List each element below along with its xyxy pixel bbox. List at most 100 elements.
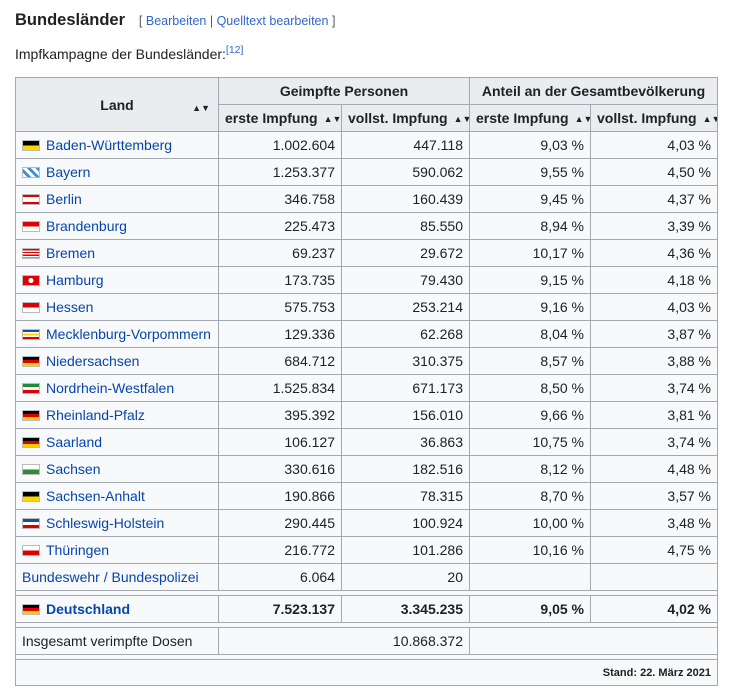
land-cell: Nordrhein-Westfalen [15,374,219,402]
first-dose-cell: 6.064 [218,563,342,591]
flag-de-sl-icon [22,437,40,448]
full-pct-cell: 4,48 % [589,455,719,483]
land-link[interactable]: Sachsen-Anhalt [46,488,145,504]
sort-icon: ▲▼ [192,102,210,113]
table-row: Hessen 575.753 253.214 9,16 % 4,03 % [15,293,719,321]
full-pct-cell: 3,74 % [589,428,719,456]
column-header-land[interactable]: Land ▲▼ [15,77,219,132]
table-body: Baden-Württemberg 1.002.604 447.118 9,03 % 4… [15,131,719,591]
table-row: Niedersachsen 684.712 310.375 8,57 % 3,88 % [15,347,719,375]
first-pct-cell: 9,15 % [469,266,591,294]
first-dose-cell: 129.336 [218,320,342,348]
first-dose-cell: 395.392 [218,401,342,429]
footer-date: Stand: 22. März 2021 [14,659,719,686]
full-dose-cell: 36.863 [341,428,470,456]
sort-icon: ▲▼ [574,113,590,124]
land-cell: Schleswig-Holstein [15,509,219,537]
full-pct-cell: 3,57 % [589,482,719,510]
reference-link[interactable]: [12] [225,44,244,56]
land-cell: Brandenburg [15,212,219,240]
land-link[interactable]: Saarland [46,434,103,450]
full-dose-cell: 101.286 [341,536,470,564]
land-cell: Sachsen [15,455,219,483]
bundespolizei-link[interactable]: Bundespolizei [111,569,199,585]
first-pct-cell: 8,57 % [469,347,591,375]
page: Bundesländer [ Bearbeiten | Quelltext be… [0,0,733,64]
total-full: 3.345.235 [341,595,470,623]
flag-de-bw-icon [22,140,40,151]
land-link[interactable]: Hessen [46,299,94,315]
first-dose-cell: 69.237 [218,239,342,267]
full-pct-cell: 4,37 % [589,185,719,213]
first-pct-cell: 10,75 % [469,428,591,456]
land-link[interactable]: Rheinland-Pfalz [46,407,145,423]
flag-de-by-icon [22,167,40,178]
column-header-erste-impfung[interactable]: erste Impfung ▲▼ [218,104,342,132]
deutschland-link[interactable]: Deutschland [46,601,131,617]
edit-source-link[interactable]: Quelltext bearbeiten [216,14,329,28]
full-dose-cell: 29.672 [341,239,470,267]
land-link[interactable]: Berlin [46,191,82,207]
flag-de-he-icon [22,302,40,313]
land-link[interactable]: Brandenburg [46,218,127,234]
first-pct-cell: 9,45 % [469,185,591,213]
section-heading: Bundesländer [15,11,126,29]
land-cell: Saarland [15,428,219,456]
column-header-vollst-impfung-anteil[interactable]: vollst. Impfung▲▼ [589,104,719,132]
full-pct-cell: 3,74 % [589,374,719,402]
full-dose-cell: 253.214 [341,293,470,321]
flag-de-be-icon [22,194,40,205]
full-pct-cell: 4,03 % [589,293,719,321]
land-cell: Baden-Württemberg [15,131,219,159]
flag-de-ni-icon [22,356,40,367]
full-pct-cell: 4,50 % [589,158,719,186]
column-group-geimpfte-personen: Geimpfte Personen [218,77,470,105]
full-pct-cell: 3,39 % [589,212,719,240]
land-cell: Niedersachsen [15,347,219,375]
column-group-anteil: Anteil an der Gesamtbevölkerung [468,77,719,105]
full-pct-cell [589,563,719,591]
land-link[interactable]: Bayern [46,164,91,180]
land-link[interactable]: Sachsen [46,461,101,477]
edit-link[interactable]: Bearbeiten [145,14,207,28]
land-cell: Hamburg [15,266,219,294]
total-first: 7.523.137 [218,595,342,623]
first-pct-cell: 8,70 % [469,482,591,510]
first-pct-cell: 9,66 % [469,401,591,429]
land-cell: Sachsen-Anhalt [15,482,219,510]
first-pct-cell: 10,16 % [469,536,591,564]
land-link[interactable]: Baden-Württemberg [46,137,173,153]
flag-de-th-icon [22,545,40,556]
land-link[interactable]: Nordrhein-Westfalen [46,380,175,396]
first-dose-cell: 216.772 [218,536,342,564]
table-row: Sachsen-Anhalt 190.866 78.315 8,70 % 3,57 % [15,482,719,510]
flag-de-mv-icon [22,329,40,340]
first-dose-cell: 1.253.377 [218,158,342,186]
flag-de-sn-icon [22,464,40,475]
flag-de-hb-icon [22,248,40,259]
land-link[interactable]: Niedersachsen [46,353,140,369]
table-row: Mecklenburg-Vorpommern 129.336 62.268 8,04 … [15,320,719,348]
first-pct-cell: 9,16 % [469,293,591,321]
first-dose-cell: 346.758 [218,185,342,213]
first-dose-cell: 106.127 [218,428,342,456]
full-dose-cell: 447.118 [341,131,470,159]
column-header-erste-impfung-anteil[interactable]: erste Impfung▲▼ [469,104,591,132]
column-header-vollst-impfung[interactable]: vollst. Impfung▲▼ [341,104,470,132]
land-link[interactable]: Bremen [46,245,96,261]
first-pct-cell: 8,12 % [469,455,591,483]
table-row: Hamburg 173.735 79.430 9,15 % 4,18 % [15,266,719,294]
full-pct-cell: 3,88 % [589,347,719,375]
first-pct-cell: 10,17 % [469,239,591,267]
table-row: Brandenburg 225.473 85.550 8,94 % 3,39 % [15,212,719,240]
land-link[interactable]: Schleswig-Holstein [46,515,165,531]
table-row: Sachsen 330.616 182.516 8,12 % 4,48 % [15,455,719,483]
land-link[interactable]: Mecklenburg-Vorpommern [46,326,211,342]
flag-de-icon [22,604,40,615]
bundeswehr-link[interactable]: Bundeswehr [22,569,100,585]
land-link[interactable]: Thüringen [46,542,110,558]
sort-icon: ▲▼ [453,113,469,124]
first-pct-cell: 8,50 % [469,374,591,402]
land-link[interactable]: Hamburg [46,272,104,288]
first-dose-cell: 1.525.834 [218,374,342,402]
